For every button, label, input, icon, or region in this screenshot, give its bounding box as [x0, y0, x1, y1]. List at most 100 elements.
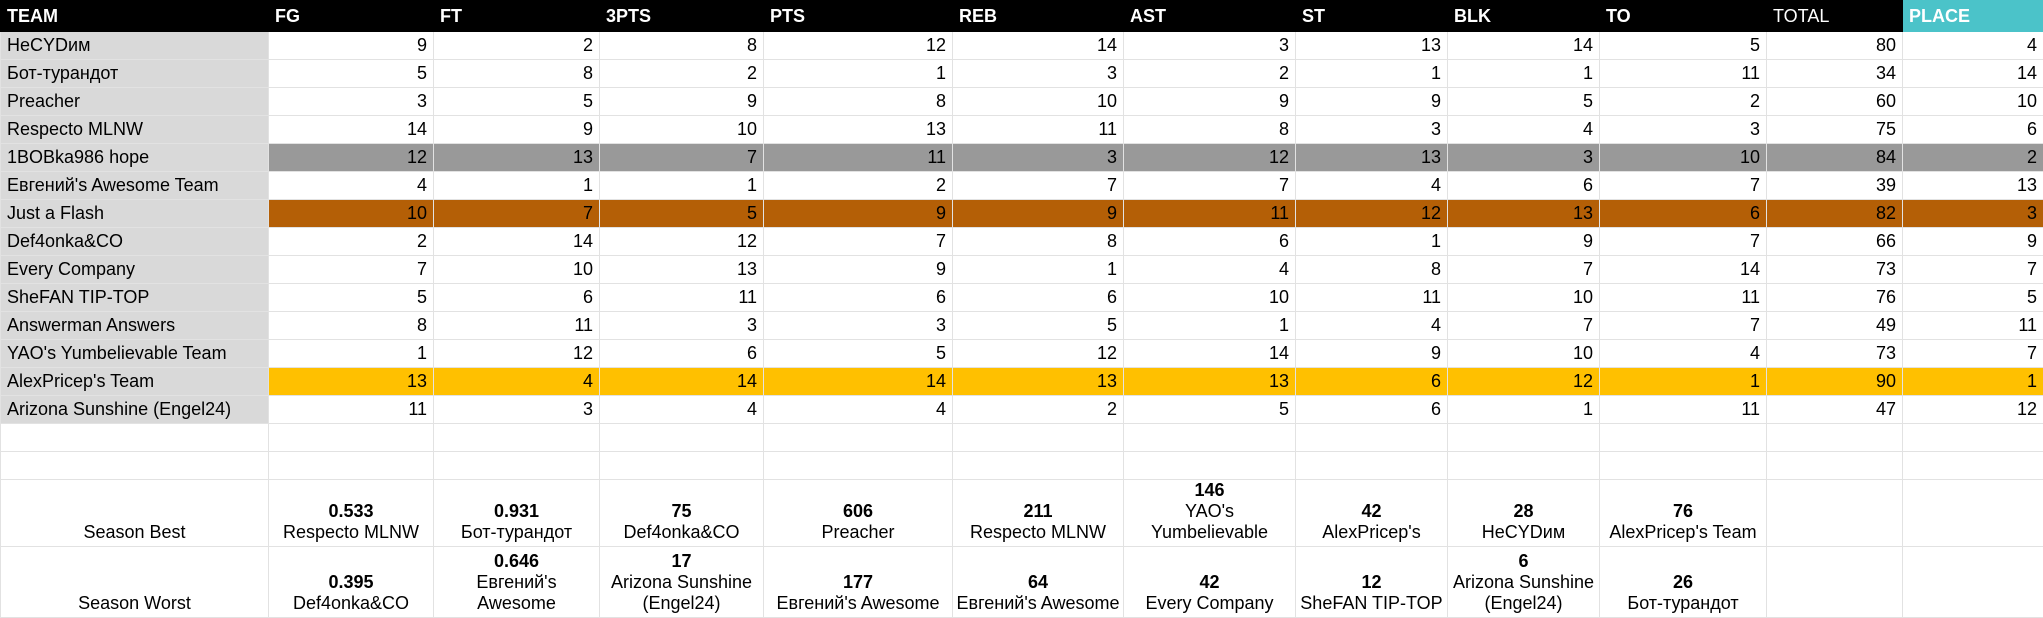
cell-st[interactable]: 3: [1296, 116, 1448, 144]
cell-reb[interactable]: 5: [953, 312, 1124, 340]
empty-cell[interactable]: [953, 424, 1124, 452]
cell-to[interactable]: 7: [1600, 228, 1767, 256]
empty-cell[interactable]: [1767, 480, 1903, 547]
empty-cell[interactable]: [1124, 424, 1296, 452]
cell-team[interactable]: Бот-турандот: [1, 60, 269, 88]
cell-ast[interactable]: 13: [1124, 368, 1296, 396]
cell-total[interactable]: 84: [1767, 144, 1903, 172]
cell-ft[interactable]: 8: [434, 60, 600, 88]
cell-to[interactable]: 11: [1600, 60, 1767, 88]
cell-3pts[interactable]: 13: [600, 256, 764, 284]
cell-place[interactable]: 1: [1903, 368, 2043, 396]
cell-fg[interactable]: 9: [269, 32, 434, 60]
cell-place[interactable]: 7: [1903, 340, 2043, 368]
cell-reb[interactable]: 14: [953, 32, 1124, 60]
cell-pts[interactable]: 13: [764, 116, 953, 144]
cell-st[interactable]: 13: [1296, 144, 1448, 172]
header-fg[interactable]: FG: [269, 1, 434, 32]
cell-ft[interactable]: 1: [434, 172, 600, 200]
cell-total[interactable]: 60: [1767, 88, 1903, 116]
cell-3pts[interactable]: 5: [600, 200, 764, 228]
cell-blk[interactable]: 14: [1448, 32, 1600, 60]
cell-team[interactable]: SheFAN TIP-TOP: [1, 284, 269, 312]
cell-st[interactable]: 9: [1296, 88, 1448, 116]
cell-team[interactable]: Respecto MLNW: [1, 116, 269, 144]
empty-cell[interactable]: [1903, 480, 2043, 547]
empty-cell[interactable]: [269, 424, 434, 452]
cell-fg[interactable]: 5: [269, 60, 434, 88]
cell-ft[interactable]: 6: [434, 284, 600, 312]
empty-cell[interactable]: [434, 452, 600, 480]
cell-st[interactable]: 6: [1296, 368, 1448, 396]
cell-3pts[interactable]: 12: [600, 228, 764, 256]
cell-ast[interactable]: 8: [1124, 116, 1296, 144]
cell-3pts[interactable]: 3: [600, 312, 764, 340]
cell-fg[interactable]: 2: [269, 228, 434, 256]
cell-ast[interactable]: 7: [1124, 172, 1296, 200]
cell-total[interactable]: 34: [1767, 60, 1903, 88]
cell-total[interactable]: 82: [1767, 200, 1903, 228]
cell-pts[interactable]: 11: [764, 144, 953, 172]
cell-place[interactable]: 12: [1903, 396, 2043, 424]
cell-ft[interactable]: 12: [434, 340, 600, 368]
cell-ft[interactable]: 14: [434, 228, 600, 256]
empty-cell[interactable]: [1903, 452, 2043, 480]
cell-st[interactable]: 4: [1296, 312, 1448, 340]
cell-team[interactable]: Евгений's Awesome Team: [1, 172, 269, 200]
cell-ast[interactable]: 3: [1124, 32, 1296, 60]
empty-cell[interactable]: [1448, 452, 1600, 480]
cell-total[interactable]: 47: [1767, 396, 1903, 424]
cell-blk[interactable]: 5: [1448, 88, 1600, 116]
cell-team[interactable]: НеCYDим: [1, 32, 269, 60]
cell-place[interactable]: 2: [1903, 144, 2043, 172]
header-to[interactable]: TO: [1600, 1, 1767, 32]
cell-st[interactable]: 4: [1296, 172, 1448, 200]
cell-3pts[interactable]: 2: [600, 60, 764, 88]
cell-team[interactable]: Just a Flash: [1, 200, 269, 228]
cell-fg[interactable]: 5: [269, 284, 434, 312]
cell-place[interactable]: 7: [1903, 256, 2043, 284]
cell-st[interactable]: 11: [1296, 284, 1448, 312]
cell-total[interactable]: 90: [1767, 368, 1903, 396]
cell-to[interactable]: 1: [1600, 368, 1767, 396]
cell-fg[interactable]: 4: [269, 172, 434, 200]
cell-place[interactable]: 9: [1903, 228, 2043, 256]
cell-place[interactable]: 4: [1903, 32, 2043, 60]
cell-reb[interactable]: 8: [953, 228, 1124, 256]
cell-fg[interactable]: 3: [269, 88, 434, 116]
cell-3pts[interactable]: 10: [600, 116, 764, 144]
cell-reb[interactable]: 2: [953, 396, 1124, 424]
header-pts[interactable]: PTS: [764, 1, 953, 32]
cell-blk[interactable]: 6: [1448, 172, 1600, 200]
cell-blk[interactable]: 4: [1448, 116, 1600, 144]
cell-team[interactable]: Preacher: [1, 88, 269, 116]
cell-3pts[interactable]: 11: [600, 284, 764, 312]
cell-blk[interactable]: 7: [1448, 312, 1600, 340]
season-worst-label[interactable]: Season Worst: [1, 547, 269, 618]
empty-cell[interactable]: [764, 452, 953, 480]
cell-ast[interactable]: 1: [1124, 312, 1296, 340]
cell-total[interactable]: 75: [1767, 116, 1903, 144]
cell-to[interactable]: 2: [1600, 88, 1767, 116]
cell-pts[interactable]: 12: [764, 32, 953, 60]
cell-total[interactable]: 73: [1767, 340, 1903, 368]
cell-total[interactable]: 66: [1767, 228, 1903, 256]
cell-fg[interactable]: 1: [269, 340, 434, 368]
header-st[interactable]: ST: [1296, 1, 1448, 32]
cell-to[interactable]: 7: [1600, 312, 1767, 340]
cell-ast[interactable]: 4: [1124, 256, 1296, 284]
cell-to[interactable]: 14: [1600, 256, 1767, 284]
empty-cell[interactable]: [764, 424, 953, 452]
cell-ft[interactable]: 11: [434, 312, 600, 340]
empty-cell[interactable]: [1, 424, 269, 452]
empty-cell[interactable]: [953, 452, 1124, 480]
cell-fg[interactable]: 8: [269, 312, 434, 340]
cell-st[interactable]: 1: [1296, 60, 1448, 88]
